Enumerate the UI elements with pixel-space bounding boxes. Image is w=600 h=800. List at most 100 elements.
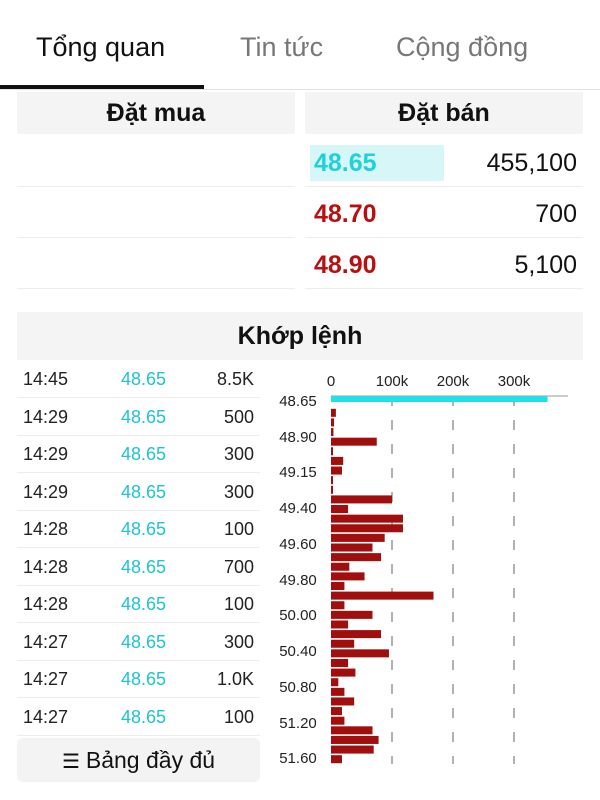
volume-bar (331, 476, 333, 485)
tab-news[interactable]: Tin tức (240, 32, 324, 62)
trade-time: 14:28 (23, 594, 69, 614)
ask-price: 48.70 (314, 200, 377, 228)
bid-row (17, 188, 295, 238)
x-tick-label: 0 (327, 373, 335, 390)
trade-row: 14:28 48.65 700 (17, 549, 260, 586)
trade-volume: 700 (223, 556, 254, 577)
volume-bar (331, 649, 389, 658)
trade-row: 14:45 48.65 8.5K (17, 361, 260, 398)
volume-bar (331, 697, 355, 706)
y-tick-label: 49.80 (279, 572, 317, 589)
volume-bar (331, 620, 349, 629)
trade-price: 48.65 (121, 556, 167, 577)
volume-bar (331, 735, 379, 744)
volume-bar (331, 495, 392, 504)
trade-price: 48.65 (121, 706, 167, 727)
trade-time: 14:29 (23, 444, 69, 464)
trade-time: 14:29 (23, 481, 69, 502)
y-tick-label: 49.40 (279, 500, 317, 517)
volume-bar (331, 437, 377, 446)
volume-bar (331, 505, 349, 514)
volume-bar (331, 745, 374, 754)
volume-bar (331, 418, 335, 427)
tab-community[interactable]: Cộng đồng (396, 32, 529, 62)
volume-bar (331, 610, 373, 619)
y-tick-label: 50.40 (279, 643, 317, 660)
y-tick-label: 49.15 (279, 464, 317, 481)
volume-bar (331, 755, 342, 764)
volume-by-price-chart: 0 100k 200k 300k 48.65 48.90 49.15 49.40 49.60 49… (279, 373, 568, 766)
volume-bar (331, 466, 342, 475)
trade-volume: 300 (223, 631, 254, 652)
bid-row (17, 239, 295, 289)
list-icon: ☰ (61, 751, 80, 773)
volume-bar (331, 543, 373, 552)
tab-overview[interactable]: Tổng quan (36, 32, 166, 62)
y-tick-label: 51.20 (279, 715, 317, 732)
ask-row[interactable]: 48.90 5,100 (305, 239, 583, 289)
y-tick-label: 49.60 (279, 536, 317, 553)
buy-header: Đặt mua (17, 92, 295, 134)
volume-bar (331, 408, 336, 417)
trade-price: 48.65 (121, 669, 167, 689)
volume-bar (331, 514, 403, 523)
y-tick-label: 48.65 (279, 393, 317, 410)
volume-bar (331, 668, 356, 677)
volume-bar (331, 591, 434, 600)
trade-row: 14:28 48.65 100 (17, 511, 260, 548)
trade-price: 48.65 (121, 406, 167, 427)
volume-bar (331, 726, 373, 735)
trade-price: 48.65 (121, 369, 167, 389)
volume-bar (331, 658, 349, 667)
trade-time: 14:45 (23, 369, 69, 389)
volume-bar (331, 533, 385, 542)
trade-volume: 100 (223, 594, 254, 614)
trade-time: 14:29 (23, 406, 69, 427)
y-tick-label: 51.60 (279, 750, 317, 766)
trade-volume: 8.5K (216, 369, 254, 389)
trade-price: 48.65 (121, 481, 167, 502)
volume-bar (331, 630, 382, 639)
x-tick-label: 100k (376, 373, 409, 390)
trade-time: 14:27 (23, 706, 69, 727)
trade-price: 48.65 (121, 631, 167, 652)
volume-bar (331, 456, 344, 465)
volume-bar (331, 524, 403, 533)
trade-volume: 300 (223, 444, 254, 464)
bid-row (17, 137, 295, 187)
trade-price: 48.65 (121, 594, 167, 614)
volume-bar (331, 572, 365, 581)
y-tick-label: 50.00 (279, 607, 317, 624)
trade-row: 14:27 48.65 100 (17, 699, 260, 736)
volume-bar (331, 639, 355, 648)
volume-bar (331, 447, 333, 456)
ask-volume: 455,100 (486, 149, 577, 177)
trade-price: 48.65 (121, 444, 167, 464)
volume-bar (331, 601, 345, 610)
y-tick-label: 50.80 (279, 679, 317, 696)
trade-row: 14:28 48.65 100 (17, 586, 260, 623)
sell-header: Đặt bán (305, 92, 583, 134)
highlight-bar (331, 396, 548, 402)
ask-volume: 700 (535, 200, 577, 228)
volume-bar (331, 428, 334, 437)
trade-volume: 100 (223, 706, 254, 727)
trade-row: 14:29 48.65 500 (17, 399, 260, 436)
volume-bar (331, 678, 339, 687)
ask-volume: 5,100 (514, 251, 577, 279)
x-tick-label: 300k (498, 373, 531, 390)
active-tab-indicator (0, 85, 204, 89)
trade-time: 14:27 (23, 631, 69, 652)
volume-bar (331, 707, 342, 716)
trade-volume: 1.0K (216, 669, 254, 689)
ask-price: 48.90 (314, 251, 377, 279)
trade-row: 14:27 48.65 300 (17, 624, 260, 661)
ask-row[interactable]: 48.70 700 (305, 188, 583, 238)
ask-row[interactable]: 48.65 455,100 (305, 137, 583, 187)
full-table-button[interactable]: ☰ Bảng đầy đủ (17, 738, 260, 782)
ask-price: 48.65 (310, 145, 444, 181)
tab-bar: Tổng quan Tin tức Cộng đồng (0, 0, 600, 90)
trade-time: 14:28 (23, 519, 69, 539)
volume-bar (331, 687, 345, 696)
matching-header: Khớp lệnh (17, 312, 583, 360)
